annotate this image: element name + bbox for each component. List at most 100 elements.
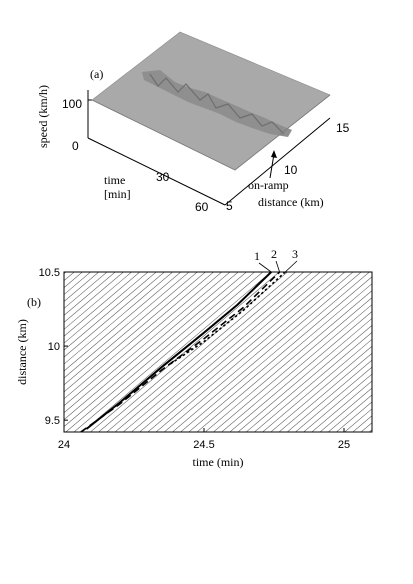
on-ramp-arrowhead: [271, 150, 277, 158]
background-trajectory: [65, 272, 256, 432]
time-tick-60: 60: [195, 200, 209, 214]
background-trajectory: [360, 422, 372, 432]
background-trajectory: [64, 272, 116, 316]
x-tick-label: 25: [338, 439, 350, 451]
on-ramp-arrow: [269, 153, 275, 179]
background-trajectory: [188, 276, 372, 432]
background-trajectory: [64, 272, 223, 407]
background-trajectory: [319, 387, 372, 432]
background-trajectory: [64, 272, 92, 295]
background-trajectory: [64, 272, 100, 302]
background-trajectory-lines: [0, 262, 372, 440]
trajectory-3: [169, 272, 286, 365]
series-label-1: 1: [254, 249, 260, 263]
time-tick-30: 30: [156, 170, 170, 184]
background-trajectory: [155, 272, 346, 432]
background-trajectory: [131, 272, 321, 432]
background-trajectory: [64, 272, 157, 351]
background-trajectory: [163, 272, 354, 432]
highlighted-trajectories: [80, 272, 286, 432]
x-axis-label: time (min): [193, 455, 244, 469]
z-tick-100: 100: [62, 97, 82, 111]
background-trajectory: [64, 272, 215, 400]
background-trajectory: [344, 408, 372, 432]
series-label-pointer: [275, 260, 280, 273]
trajectory-2: [80, 272, 281, 432]
background-trajectory: [262, 338, 372, 432]
background-trajectory: [64, 272, 165, 358]
distance-tick-5: 5: [226, 199, 233, 213]
panel-b-trajectory-plot: (b) 24 24.5 25 9.5 10 10.5 time (min) distan…: [0, 247, 373, 469]
x-ticks: 24 24.5 25: [58, 428, 350, 451]
distance-tick-15: 15: [336, 121, 350, 135]
background-trajectory: [147, 272, 338, 432]
background-trajectory: [196, 283, 372, 432]
background-trajectory: [64, 272, 190, 379]
y-tick-label: 10.5: [39, 267, 60, 279]
background-trajectory: [278, 352, 372, 432]
distance-axis-label: distance (km): [258, 195, 324, 209]
background-trajectory: [245, 325, 372, 432]
background-trajectory: [64, 272, 198, 386]
background-trajectory: [295, 366, 372, 432]
background-trajectory: [204, 290, 372, 432]
y-tick-label: 10: [48, 341, 60, 353]
background-trajectory: [311, 380, 372, 432]
background-trajectory: [122, 272, 313, 432]
background-trajectory: [139, 272, 329, 432]
background-trajectory: [64, 272, 67, 275]
background-trajectory: [213, 297, 372, 432]
time-axis: [87, 137, 226, 206]
background-trajectory: [64, 272, 206, 393]
background-trajectory: [64, 272, 149, 344]
background-trajectory: [336, 401, 372, 432]
background-trajectory: [81, 272, 272, 432]
background-trajectory: [64, 272, 231, 414]
background-trajectory: [64, 272, 108, 309]
background-trajectory: [106, 272, 297, 432]
time-axis-label-line2: [min]: [104, 187, 131, 201]
background-trajectory: [64, 272, 133, 330]
distance-axis: [224, 117, 331, 206]
background-trajectory: [254, 331, 372, 432]
time-axis-label-line1: time: [104, 173, 125, 187]
hatched-trajectories: [0, 262, 372, 440]
background-trajectory: [270, 345, 372, 432]
background-trajectory: [368, 429, 372, 432]
panel-b-label: (b): [27, 295, 41, 309]
background-trajectory: [64, 272, 174, 365]
series-label-pointer: [258, 262, 272, 273]
background-trajectory: [327, 394, 372, 432]
background-trajectory: [303, 373, 372, 432]
plot-frame: [63, 271, 373, 433]
y-tick-label: 9.5: [45, 415, 60, 427]
background-trajectory: [114, 272, 305, 432]
background-trajectory: [73, 272, 264, 432]
on-ramp-annotation: on-ramp: [248, 178, 289, 192]
y-axis-label: distance (km): [15, 319, 29, 385]
trajectory-1: [85, 272, 272, 430]
surface-edge: [91, 94, 331, 171]
x-tick-label: 24.5: [193, 439, 214, 451]
background-trajectory: [64, 272, 124, 323]
background-trajectory: [221, 304, 372, 432]
background-trajectory: [64, 272, 75, 282]
panel-a-surface-plot: (a) 100 0 speed (km/h) time [min] 30 60 …: [36, 31, 350, 214]
z-tick-0: 0: [72, 139, 79, 153]
x-tick-label: 24: [58, 439, 70, 451]
background-trajectory: [0, 262, 12, 440]
background-trajectory: [64, 272, 239, 421]
series-label-3: 3: [292, 247, 298, 261]
background-trajectory: [90, 272, 280, 432]
background-trajectory: [64, 272, 141, 337]
panel-a-label: (a): [90, 67, 103, 81]
z-axis-label: speed (km/h): [36, 85, 50, 148]
background-trajectory: [229, 311, 372, 432]
background-trajectory: [237, 318, 372, 432]
background-trajectory: [172, 272, 362, 432]
congestion-ridges: [149, 73, 285, 135]
background-trajectory: [98, 272, 288, 432]
background-trajectory: [180, 272, 370, 432]
